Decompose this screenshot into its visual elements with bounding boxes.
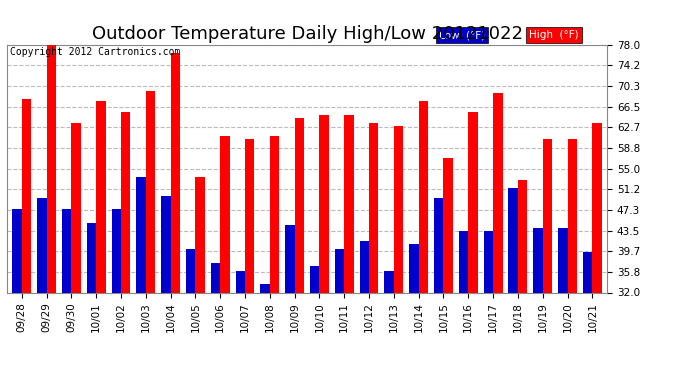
- Bar: [96, 102, 106, 292]
- Text: High  (°F): High (°F): [529, 30, 579, 40]
- Bar: [87, 222, 96, 292]
- Bar: [344, 115, 354, 292]
- Bar: [335, 249, 344, 292]
- Text: Low  (°F): Low (°F): [439, 30, 485, 40]
- Bar: [270, 136, 279, 292]
- Bar: [12, 209, 22, 292]
- Bar: [211, 263, 220, 292]
- Bar: [121, 112, 130, 292]
- Bar: [220, 136, 230, 292]
- Bar: [518, 180, 527, 292]
- Bar: [186, 249, 195, 292]
- Bar: [170, 53, 180, 292]
- Bar: [260, 284, 270, 292]
- Bar: [295, 118, 304, 292]
- Bar: [161, 196, 170, 292]
- Bar: [285, 225, 295, 292]
- Bar: [583, 252, 592, 292]
- Bar: [235, 271, 245, 292]
- Bar: [558, 228, 567, 292]
- Bar: [137, 177, 146, 292]
- Bar: [459, 231, 469, 292]
- Bar: [37, 198, 47, 292]
- Bar: [484, 231, 493, 292]
- Bar: [444, 158, 453, 292]
- Bar: [359, 242, 369, 292]
- Bar: [384, 271, 394, 292]
- Bar: [509, 188, 518, 292]
- Bar: [493, 93, 502, 292]
- Bar: [245, 139, 255, 292]
- Bar: [567, 139, 577, 292]
- Bar: [419, 102, 428, 292]
- Bar: [146, 91, 155, 292]
- Bar: [543, 139, 552, 292]
- Bar: [310, 266, 319, 292]
- Bar: [195, 177, 205, 292]
- Text: Copyright 2012 Cartronics.com: Copyright 2012 Cartronics.com: [10, 48, 180, 57]
- Bar: [62, 209, 71, 292]
- Bar: [533, 228, 543, 292]
- Bar: [47, 40, 56, 292]
- Bar: [22, 99, 31, 292]
- Bar: [319, 115, 329, 292]
- Bar: [112, 209, 121, 292]
- Title: Outdoor Temperature Daily High/Low 20121022: Outdoor Temperature Daily High/Low 20121…: [92, 26, 522, 44]
- Bar: [409, 244, 419, 292]
- Bar: [592, 123, 602, 292]
- Bar: [369, 123, 379, 292]
- Bar: [71, 123, 81, 292]
- Bar: [469, 112, 477, 292]
- Bar: [394, 126, 403, 292]
- Bar: [434, 198, 444, 292]
